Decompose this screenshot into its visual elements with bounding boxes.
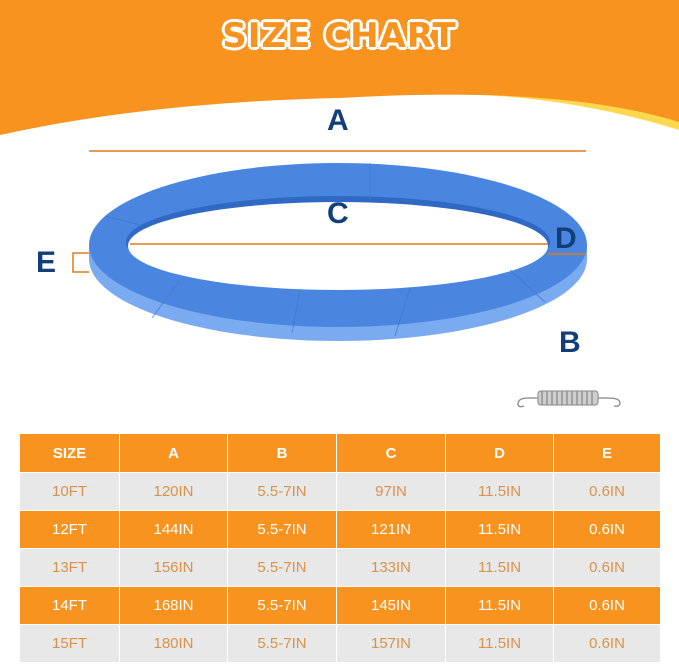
table-row: 14FT 168IN 5.5-7IN 145IN 11.5IN 0.6IN	[19, 586, 661, 625]
table-cell: 5.5-7IN	[227, 624, 337, 663]
column-header: D	[445, 433, 554, 473]
table-cell: 0.6IN	[553, 510, 661, 549]
label-a: A	[327, 104, 349, 137]
table-row: 13FT 156IN 5.5-7IN 133IN 11.5IN 0.6IN	[19, 548, 661, 587]
column-header: B	[227, 433, 337, 473]
table-row: 12FT 144IN 5.5-7IN 121IN 11.5IN 0.6IN	[19, 510, 661, 549]
table-cell: 11.5IN	[445, 586, 554, 625]
table-cell: 11.5IN	[445, 624, 554, 663]
table-cell: 0.6IN	[553, 586, 661, 625]
table-cell: 11.5IN	[445, 510, 554, 549]
table-row: 10FT 120IN 5.5-7IN 97IN 11.5IN 0.6IN	[19, 472, 661, 511]
table-cell: 11.5IN	[445, 472, 554, 511]
table-cell: 10FT	[19, 472, 120, 511]
column-header: A	[119, 433, 228, 473]
label-e: E	[36, 246, 57, 279]
label-d: D	[555, 222, 577, 255]
table-cell: 156IN	[119, 548, 228, 587]
table-cell: 12FT	[19, 510, 120, 549]
table-cell: 157IN	[336, 624, 446, 663]
label-c: C	[327, 197, 349, 230]
table-cell: 144IN	[119, 510, 228, 549]
table-cell: 180IN	[119, 624, 228, 663]
table-cell: 97IN	[336, 472, 446, 511]
table-cell: 5.5-7IN	[227, 586, 337, 625]
table-row: 15FT 180IN 5.5-7IN 157IN 11.5IN 0.6IN	[19, 624, 661, 663]
diagram-artwork	[0, 0, 679, 408]
table-cell: 5.5-7IN	[227, 510, 337, 549]
size-table: SIZE A B C D E 10FT 120IN 5.5-7IN 97IN 11.5IN 0.6I…	[19, 433, 661, 663]
dimension-bracket-e	[72, 252, 89, 273]
column-header: SIZE	[19, 433, 120, 473]
table-cell: 0.6IN	[553, 624, 661, 663]
table-cell: 13FT	[19, 548, 120, 587]
table-cell: 14FT	[19, 586, 120, 625]
size-chart-title: SIZE CHART	[222, 16, 457, 56]
table-cell: 145IN	[336, 586, 446, 625]
table-cell: 5.5-7IN	[227, 548, 337, 587]
header-orange-banner	[0, 0, 679, 135]
table-cell: 0.6IN	[553, 472, 661, 511]
table-header-row: SIZE A B C D E	[19, 433, 661, 473]
spring-icon	[517, 390, 621, 408]
column-header: C	[336, 433, 446, 473]
column-header: E	[553, 433, 661, 473]
label-b: B	[559, 326, 581, 359]
table-cell: 168IN	[119, 586, 228, 625]
table-cell: 120IN	[119, 472, 228, 511]
table-cell: 5.5-7IN	[227, 472, 337, 511]
table-cell: 121IN	[336, 510, 446, 549]
table-cell: 133IN	[336, 548, 446, 587]
pad-ring	[89, 163, 587, 341]
table-cell: 15FT	[19, 624, 120, 663]
table-cell: 11.5IN	[445, 548, 554, 587]
table-cell: 0.6IN	[553, 548, 661, 587]
